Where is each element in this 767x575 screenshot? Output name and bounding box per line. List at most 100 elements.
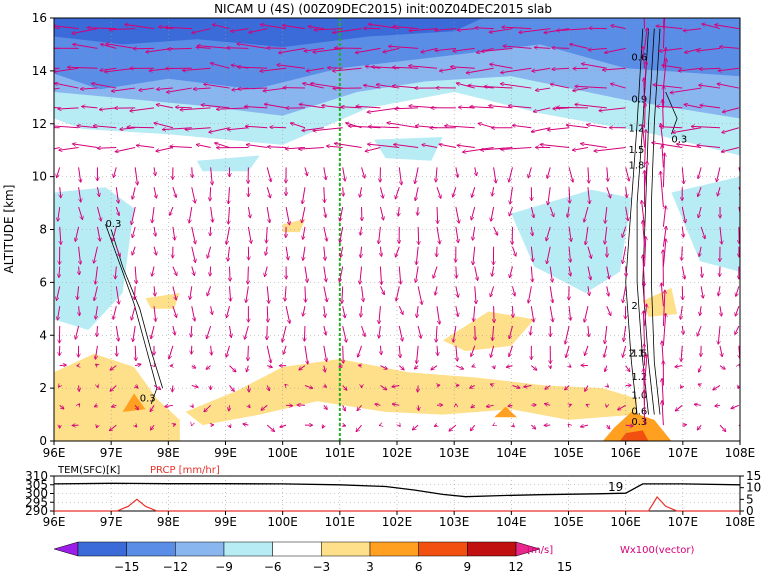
wind-vector: [415, 366, 419, 369]
wind-vector: [201, 105, 230, 109]
contour-line: [105, 224, 158, 405]
wind-vector: [180, 107, 211, 110]
wind-vector: [379, 187, 383, 198]
wind-vector: [343, 425, 346, 426]
wind-vector: [361, 306, 362, 317]
x-tick-label: 97E: [100, 446, 123, 460]
wind-vector: [55, 83, 79, 89]
wind-vector: [418, 206, 419, 215]
wind-vector: [739, 365, 740, 366]
wind-vector: [189, 206, 193, 223]
wind-vector: [210, 206, 213, 222]
wind-vector: [106, 44, 136, 49]
wind-vector: [415, 187, 419, 200]
contour-label: 1.5: [629, 145, 645, 156]
wind-vector: [418, 405, 419, 410]
wind-vector: [445, 126, 475, 129]
wind-vector: [433, 266, 438, 278]
wind-vector: [547, 246, 551, 264]
wind-vector: [682, 325, 683, 334]
wind-vector: [266, 167, 271, 181]
colorbar-tick-label: 6: [415, 560, 423, 574]
wind-vector: [266, 226, 267, 243]
wind-vector: [151, 424, 155, 430]
wind-vector: [191, 187, 195, 203]
wind-vector: [643, 311, 644, 346]
wind-vector: [493, 167, 496, 182]
wind-vector: [261, 404, 268, 410]
wind-vector: [246, 286, 249, 302]
wind-vector: [54, 26, 79, 30]
wind-vector: [700, 286, 703, 298]
wind-vector: [587, 125, 607, 129]
wind-vector: [718, 286, 720, 295]
wind-vector: [585, 226, 589, 245]
wind-vector: [435, 47, 456, 50]
longitude-axis: 96E 97E 98E 99E 100E 101E 102E 103E 104E 105E 106E…: [43, 441, 755, 460]
wind-vector: [125, 24, 155, 30]
wind-vector: [551, 84, 570, 89]
wind-vector: [379, 206, 383, 220]
wind-vector: [115, 187, 118, 203]
wind-vector: [340, 206, 344, 221]
wind-vector: [418, 385, 419, 391]
wind-vector: [471, 405, 475, 407]
wind-vector: [672, 127, 702, 133]
wind-vector: [96, 306, 98, 319]
wind-vector: [455, 365, 463, 369]
wind-vector: [453, 187, 457, 197]
wind-vector: [565, 385, 570, 389]
wind-vector: [416, 266, 419, 283]
temperature-series: [53, 482, 741, 498]
wind-vector: [697, 47, 721, 51]
x-tick-label: 101E: [325, 515, 356, 529]
wind-vector: [279, 47, 306, 52]
wind-vector: [396, 246, 400, 257]
wind-vector: [653, 85, 683, 89]
wind-vector: [607, 286, 609, 296]
wind-vector: [165, 405, 173, 406]
wind-vector: [611, 84, 626, 89]
wind-vector: [132, 226, 136, 238]
wind-vector: [713, 385, 721, 389]
wind-vector: [154, 123, 174, 129]
wind-vector: [169, 345, 174, 359]
wind-vector: [247, 365, 249, 372]
wind-vector: [663, 153, 664, 188]
wind-vector: [324, 385, 326, 387]
wind-vector: [115, 325, 118, 341]
wind-vector: [399, 345, 400, 358]
x-tick-label: 102E: [382, 446, 413, 460]
wind-vector: [535, 47, 551, 48]
wind-vector: [168, 48, 192, 49]
wind-vector: [700, 105, 721, 109]
wind-vector: [416, 246, 419, 265]
x-tick-label: 103E: [439, 515, 470, 529]
x-tick-label: 96E: [43, 515, 66, 529]
wind-vector: [285, 246, 288, 260]
wind-vector: [277, 65, 306, 69]
wind-vector: [389, 46, 419, 49]
wind-vector: [96, 206, 101, 221]
wind-vector: [79, 404, 80, 405]
wind-vector: [510, 187, 513, 204]
wind-vector: [670, 87, 702, 93]
shade-region: [602, 411, 672, 441]
wind-vector: [68, 67, 98, 68]
wind-vector: [661, 172, 664, 208]
y-tick-label: 5: [746, 492, 754, 506]
wind-vector: [738, 206, 740, 222]
contour-label: 0.3: [105, 219, 121, 230]
wind-vector: [81, 88, 98, 89]
wind-vector: [587, 266, 591, 280]
wind-vector: [472, 366, 475, 367]
wind-vector: [100, 108, 117, 110]
surface-longitude-axis: 96E 97E 98E 99E 100E 101E 102E 103E 104E 105E 106E…: [43, 511, 755, 529]
wind-vector: [135, 266, 136, 284]
wind-vector: [662, 227, 666, 247]
wind-vector: [59, 147, 79, 151]
wind-vector: [100, 67, 117, 70]
colorbar-unit: [m/s]: [527, 545, 553, 556]
x-tick-label: 96E: [43, 446, 66, 460]
wind-vector: [567, 125, 588, 129]
